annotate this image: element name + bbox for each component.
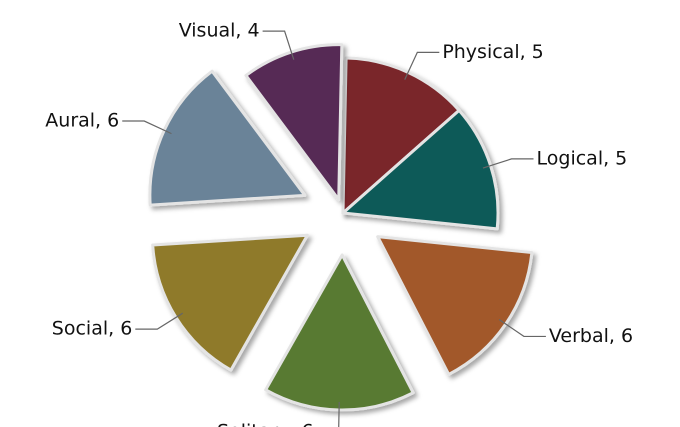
- pie: [148, 43, 534, 412]
- leader-line: [498, 319, 546, 338]
- data-label: Social, 6: [52, 318, 133, 340]
- pie-slice: [264, 253, 415, 412]
- data-label: Solitary, 6: [217, 420, 314, 427]
- labels: Physical, 5 Logical, 5 Verbal, 6 Solitary, …: [45, 20, 633, 427]
- leader-line: [482, 158, 534, 169]
- leader-line: [338, 401, 340, 427]
- leader-line: [135, 312, 184, 330]
- data-label: Aural, 6: [45, 110, 119, 132]
- leader-line: [262, 30, 295, 60]
- data-label: Logical, 5: [537, 147, 628, 169]
- data-label: Physical, 5: [442, 41, 543, 63]
- pie-slice: [151, 233, 309, 372]
- data-label: Verbal, 6: [549, 325, 633, 347]
- leader-line: [122, 120, 172, 135]
- leader-line: [404, 51, 440, 80]
- data-label: Visual, 4: [179, 20, 260, 42]
- pie-slice: [376, 235, 534, 376]
